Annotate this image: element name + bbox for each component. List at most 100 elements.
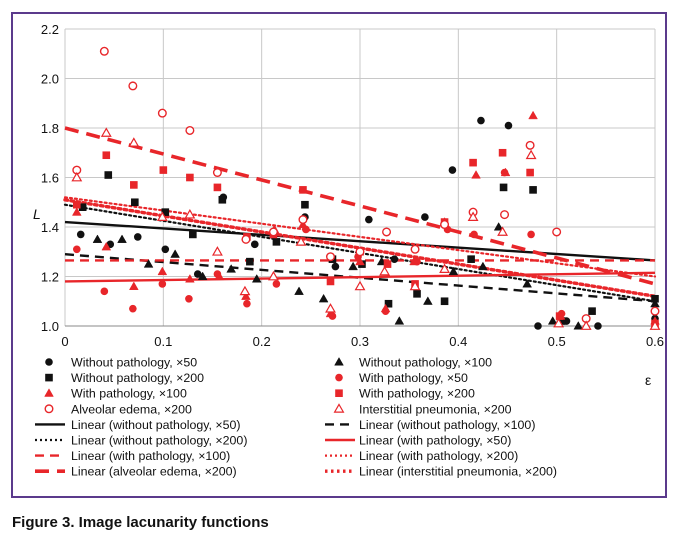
- legend-label: Interstitial pneumonia, ×200: [359, 402, 512, 416]
- data-point: [161, 208, 170, 216]
- data-point: [71, 207, 82, 216]
- data-point: [493, 222, 504, 231]
- data-point: [477, 116, 485, 125]
- data-point: [380, 303, 391, 313]
- data-point: [102, 151, 111, 160]
- data-point: [211, 246, 223, 256]
- trendline: [64, 126, 656, 286]
- data-point: [241, 234, 251, 244]
- x-tick-label: 0.6: [646, 334, 664, 349]
- data-point: [131, 198, 139, 207]
- figure-caption: Figure 3. Image lacunarity functions: [12, 514, 269, 531]
- data-point: [185, 274, 195, 283]
- data-point: [325, 303, 336, 313]
- y-tick-label: 1.6: [41, 171, 59, 186]
- data-point: [552, 227, 562, 237]
- data-point: [525, 149, 537, 160]
- data-point: [365, 215, 373, 224]
- scatter-points: [71, 46, 661, 330]
- data-point: [128, 81, 138, 91]
- data-point: [78, 203, 87, 211]
- data-point: [213, 183, 222, 192]
- data-point: [129, 304, 137, 313]
- data-point: [649, 320, 661, 330]
- x-tick-label: 0.2: [253, 334, 271, 349]
- legend-label: With pathology, ×100: [71, 387, 187, 401]
- data-point: [159, 166, 168, 174]
- legend-marker: [44, 388, 54, 397]
- data-point: [499, 183, 508, 192]
- y-tick-label: 1.0: [41, 319, 59, 334]
- trendline: [64, 271, 656, 283]
- data-point: [193, 270, 202, 278]
- legend-label: Linear (with pathology, ×50): [359, 434, 511, 448]
- data-point: [498, 148, 507, 157]
- data-point: [580, 320, 592, 330]
- data-point: [71, 171, 83, 182]
- data-point: [573, 321, 584, 330]
- data-point: [467, 211, 479, 221]
- data-point: [243, 299, 251, 308]
- legend-marker: [335, 373, 343, 382]
- legend-label: Without pathology, ×100: [359, 356, 492, 370]
- data-point: [439, 263, 451, 273]
- data-point: [214, 271, 225, 281]
- data-point: [379, 265, 391, 276]
- data-point: [156, 211, 168, 221]
- data-point: [331, 262, 340, 271]
- data-point: [383, 260, 392, 268]
- legend-label: Linear (interstitial pneumonia, ×200): [359, 465, 557, 479]
- data-point: [99, 46, 109, 56]
- x-axis-label: ε: [645, 372, 651, 388]
- data-point: [470, 230, 478, 239]
- data-point: [92, 234, 103, 243]
- data-point: [500, 210, 510, 220]
- legend-label: Linear (without pathology, ×50): [71, 418, 241, 432]
- data-point: [212, 168, 222, 178]
- legend-label: With pathology, ×50: [359, 371, 468, 385]
- x-tick-label: 0.5: [548, 334, 566, 349]
- data-point: [268, 270, 279, 281]
- y-tick-label: 2.0: [41, 72, 59, 87]
- data-point: [500, 167, 511, 177]
- legend-marker: [335, 389, 343, 397]
- data-point: [130, 181, 138, 189]
- y-tick-label: 1.2: [41, 270, 59, 285]
- legend-label: Without pathology, ×200: [71, 371, 204, 385]
- data-point: [301, 200, 309, 209]
- data-point: [528, 110, 538, 120]
- legend-label: Linear (with pathology, ×100): [71, 449, 230, 463]
- legend-label: Linear (without pathology, ×100): [359, 418, 535, 432]
- data-point: [390, 255, 399, 263]
- data-point: [197, 271, 208, 281]
- data-point: [157, 266, 168, 276]
- data-point: [157, 108, 167, 118]
- lacunarity-chart: 1.0 1.2 1.4 1.6 1.8 2.0 2.2 0 0.1 0.2 0.3 0.4 0.5 0.6…: [33, 22, 664, 479]
- y-tick-label: 1.8: [41, 121, 59, 136]
- data-point: [100, 287, 109, 296]
- data-point: [547, 316, 558, 325]
- data-point: [497, 226, 509, 236]
- legend-label: Without pathology, ×50: [71, 356, 197, 370]
- data-point: [161, 245, 170, 254]
- data-point: [534, 322, 542, 330]
- x-tick-label: 0: [61, 334, 68, 349]
- data-point: [394, 316, 405, 325]
- y-tick-label: 2.2: [41, 22, 59, 37]
- legend-label: Linear (alveolar edema, ×200): [71, 465, 237, 479]
- data-point: [251, 274, 262, 283]
- data-point: [104, 171, 113, 179]
- data-point: [504, 121, 513, 130]
- data-point: [226, 264, 237, 273]
- data-point: [184, 209, 196, 219]
- data-point: [326, 277, 335, 286]
- data-point: [594, 322, 602, 330]
- y-axis-label: L: [33, 206, 41, 222]
- x-tick-label: 0.3: [351, 334, 369, 349]
- y-tick-label: 1.4: [41, 220, 59, 235]
- data-point: [241, 291, 251, 300]
- data-point: [325, 308, 336, 318]
- data-point: [553, 317, 565, 328]
- legend-label: With pathology, ×200: [359, 387, 475, 401]
- data-point: [469, 158, 477, 167]
